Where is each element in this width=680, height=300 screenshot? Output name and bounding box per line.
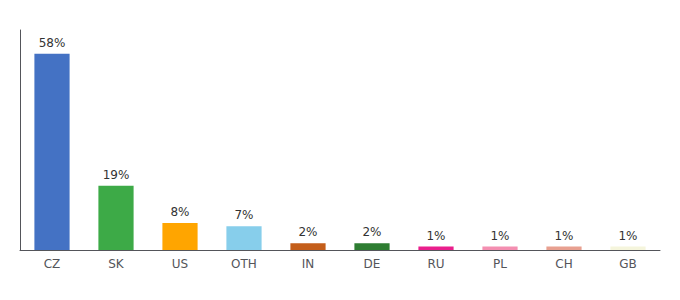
svg-text:58%: 58%	[39, 36, 66, 50]
svg-text:PL: PL	[493, 257, 507, 271]
svg-text:RU: RU	[427, 257, 444, 271]
svg-text:US: US	[172, 257, 188, 271]
svg-text:GB: GB	[619, 257, 637, 271]
svg-text:SK: SK	[108, 257, 125, 271]
svg-text:8%: 8%	[170, 205, 189, 219]
svg-text:DE: DE	[364, 257, 381, 271]
svg-text:19%: 19%	[103, 168, 130, 182]
svg-text:1%: 1%	[490, 229, 509, 243]
svg-text:1%: 1%	[426, 229, 445, 243]
svg-text:7%: 7%	[234, 208, 253, 222]
svg-text:IN: IN	[302, 257, 315, 271]
svg-text:2%: 2%	[362, 225, 381, 239]
svg-text:CH: CH	[555, 257, 572, 271]
svg-text:2%: 2%	[298, 225, 317, 239]
svg-text:CZ: CZ	[44, 257, 61, 271]
svg-text:1%: 1%	[554, 229, 573, 243]
svg-text:OTH: OTH	[231, 257, 257, 271]
svg-text:1%: 1%	[618, 229, 637, 243]
